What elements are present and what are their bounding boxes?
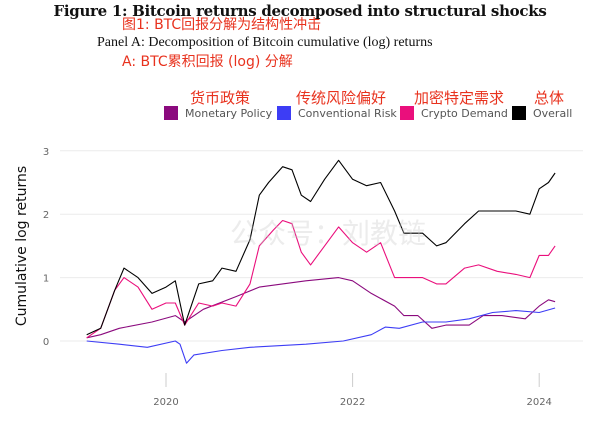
x-tick-label: 2024 — [526, 397, 551, 408]
legend-swatch — [400, 106, 414, 120]
legend-item-monetary-policy: Monetary Policy — [164, 106, 272, 120]
legend-translation-overall: 总体 — [534, 89, 565, 107]
legend-item-overall: Overall — [512, 106, 572, 120]
y-tick-label: 2 — [43, 210, 49, 221]
y-axis-label: Cumulative log returns — [14, 166, 30, 326]
legend-translation-crypto: 加密特定需求 — [414, 89, 505, 107]
series-line-monetary-policy — [86, 277, 556, 339]
figure-title-translation: 图1: BTC回报分解为结构性冲击 — [122, 17, 322, 33]
x-tick-label: 2020 — [153, 397, 178, 408]
watermark: 公众号：刘教链 — [230, 217, 427, 250]
legend-item-crypto-demand: Crypto Demand — [400, 106, 508, 120]
legend-translation-conventional: 传统风险偏好 — [296, 89, 387, 107]
panel-subtitle: Panel A: Decomposition of Bitcoin cumula… — [97, 35, 433, 50]
series-line-conventional-risk — [86, 307, 556, 364]
legend-swatch — [164, 106, 178, 120]
legend-translation-monetary: 货币政策 — [190, 89, 251, 107]
legend-swatch — [277, 106, 291, 120]
panel-subtitle-translation: A: BTC累积回报 (log) 分解 — [122, 54, 293, 70]
legend-label: Crypto Demand — [421, 106, 508, 120]
figure-title: Figure 1: Bitcoin returns decomposed int… — [53, 2, 547, 20]
series-line-overall — [86, 159, 556, 336]
x-tick-label: 2022 — [340, 397, 365, 408]
legend-item-conventional-risk: Conventional Risk — [277, 106, 397, 120]
series-line-crypto-demand — [86, 219, 556, 339]
y-tick-label: 3 — [43, 147, 49, 158]
y-tick-label: 1 — [43, 274, 49, 285]
legend-label: Conventional Risk — [298, 106, 397, 120]
y-tick-label: 0 — [43, 337, 49, 348]
legend-label: Monetary Policy — [185, 106, 273, 120]
legend-label: Overall — [533, 106, 573, 120]
legend-swatch — [512, 106, 526, 120]
